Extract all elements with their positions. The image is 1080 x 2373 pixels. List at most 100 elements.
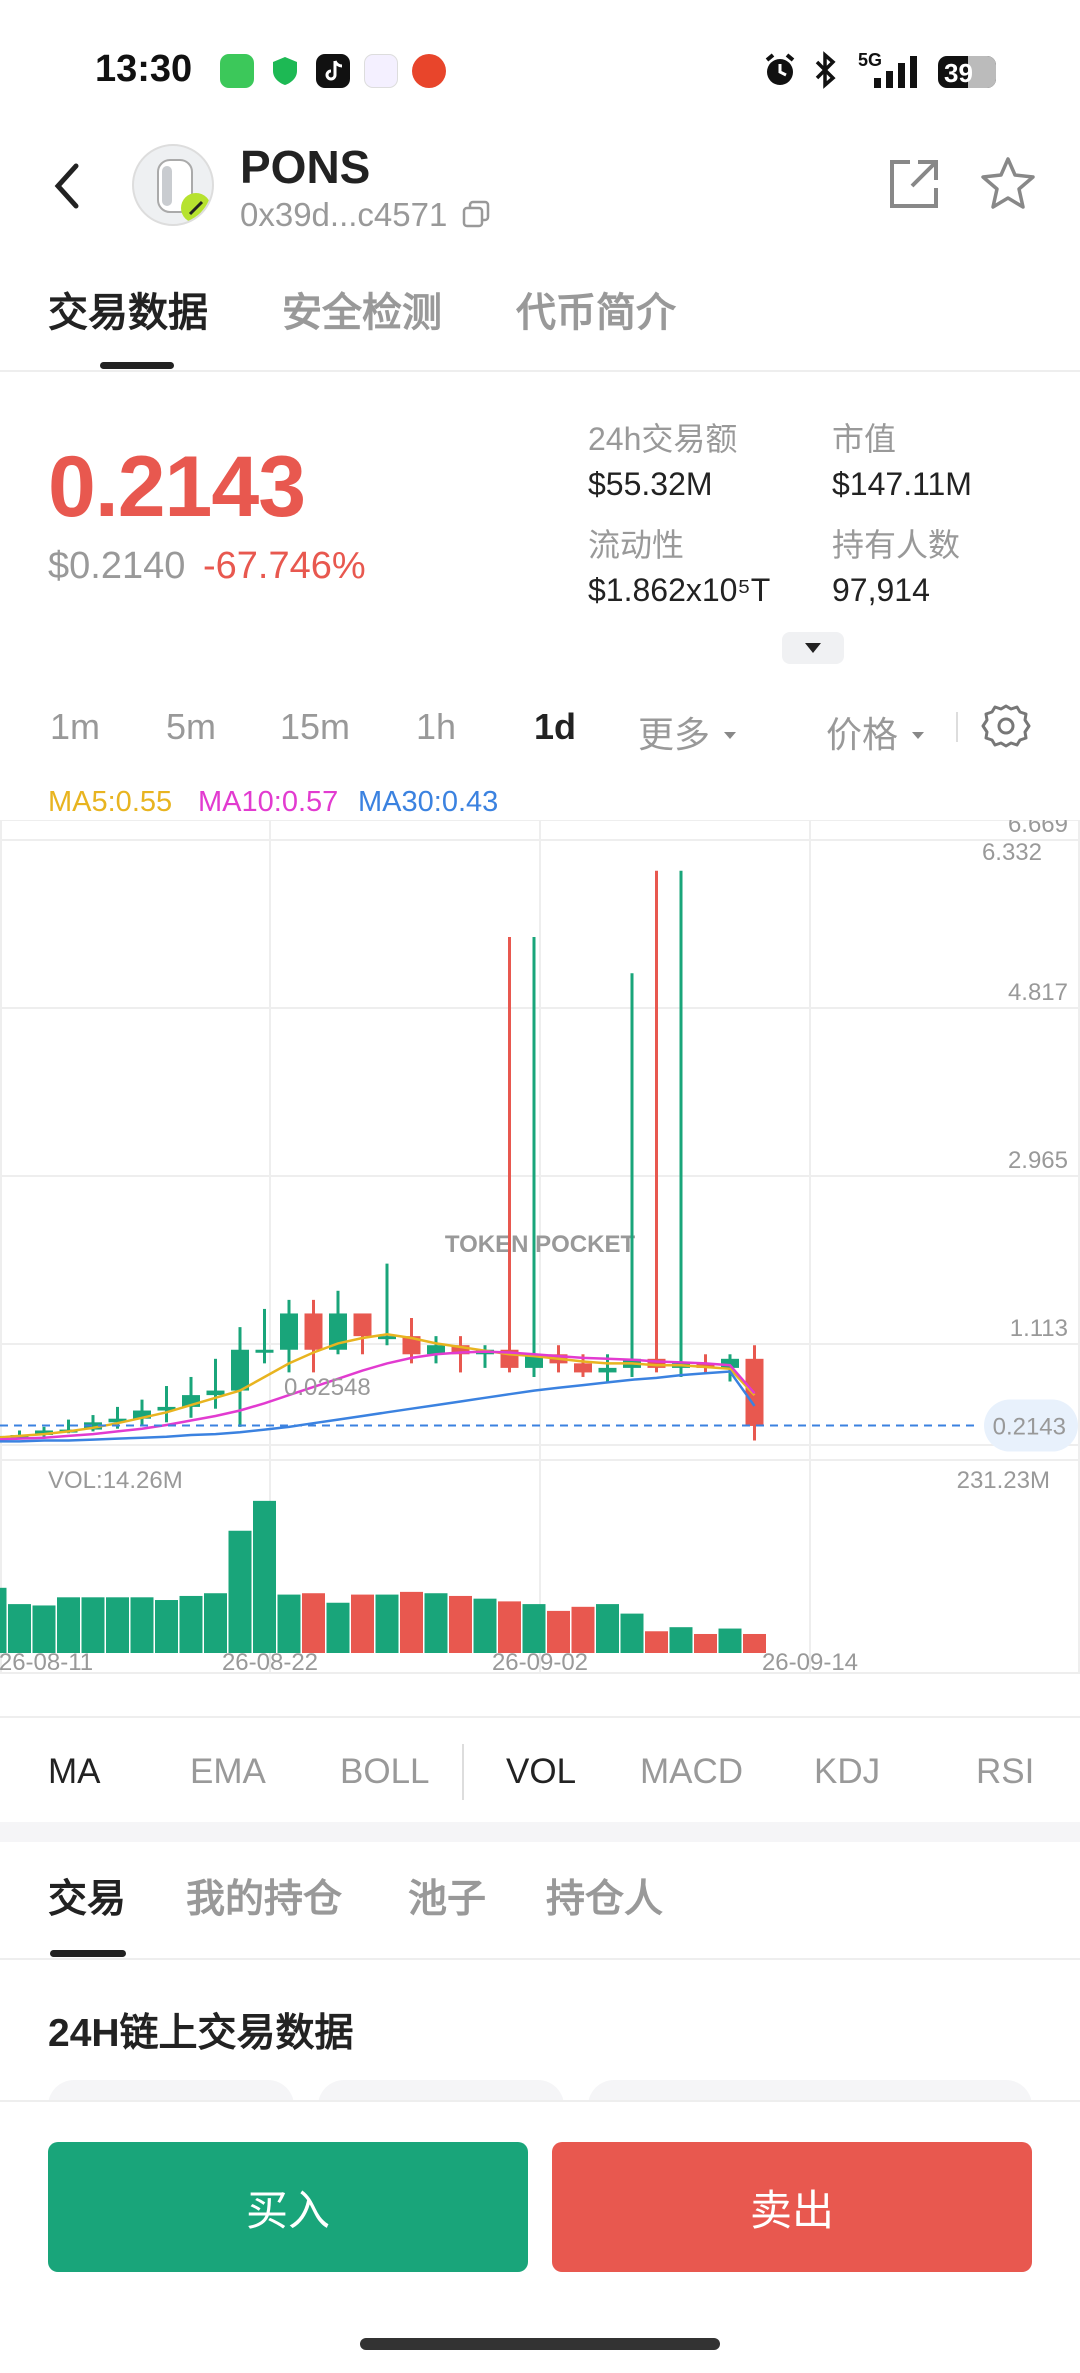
caret-down-icon bbox=[805, 643, 821, 653]
timeframe-1m[interactable]: 1m bbox=[50, 706, 101, 747]
indicator-boll[interactable]: BOLL bbox=[340, 1752, 430, 1791]
volume-bar bbox=[620, 1613, 644, 1653]
volume-bar bbox=[571, 1606, 595, 1653]
price-type-select[interactable]: 价格 bbox=[826, 706, 928, 758]
candle-body bbox=[378, 1336, 396, 1340]
timeframe-1d[interactable]: 1d bbox=[534, 706, 577, 747]
volume-bar bbox=[155, 1600, 178, 1653]
toolbar-separator bbox=[956, 712, 958, 742]
home-indicator[interactable] bbox=[360, 2338, 720, 2350]
volume-bar bbox=[81, 1597, 105, 1653]
timeframe-more[interactable]: 更多 bbox=[638, 706, 740, 758]
indicator-kdj[interactable]: KDJ bbox=[814, 1752, 881, 1791]
battery-level: 39 bbox=[944, 58, 973, 88]
tab-security-check[interactable]: 安全检测 bbox=[282, 291, 442, 335]
x-tick-label: 26-09-02 bbox=[492, 1649, 588, 1676]
volume-bar bbox=[424, 1593, 448, 1653]
bottom-tabs-divider bbox=[0, 1958, 1080, 1960]
indicator-separator bbox=[462, 1744, 464, 1800]
copy-icon[interactable] bbox=[461, 199, 491, 229]
tab-token-intro[interactable]: 代币简介 bbox=[516, 291, 676, 335]
candle-body bbox=[574, 1363, 592, 1373]
volume-bar bbox=[498, 1601, 521, 1653]
timeframe-1h[interactable]: 1h bbox=[416, 706, 457, 747]
ma30-legend: MA30:0.43 bbox=[358, 786, 499, 818]
star-favorite-icon[interactable] bbox=[978, 154, 1038, 214]
volume-bar bbox=[57, 1597, 80, 1653]
weibo-app-icon bbox=[412, 54, 446, 88]
indicator-ma[interactable]: MA bbox=[48, 1752, 101, 1791]
app-icon bbox=[364, 54, 398, 88]
tab-trades[interactable]: 交易 bbox=[48, 1878, 127, 1921]
candle-body bbox=[402, 1336, 421, 1355]
stat-label-volume: 24h交易额 bbox=[588, 421, 738, 457]
stat-value-market-cap: $147.11M bbox=[832, 466, 972, 502]
candle-body bbox=[721, 1358, 739, 1368]
messages-app-icon bbox=[220, 54, 254, 88]
candle-body bbox=[231, 1349, 249, 1391]
indicator-vol[interactable]: VOL bbox=[506, 1752, 577, 1791]
alarm-icon bbox=[765, 53, 795, 85]
volume-bar bbox=[645, 1631, 668, 1653]
volume-bar bbox=[253, 1500, 276, 1653]
volume-bar bbox=[179, 1595, 203, 1653]
expand-stats-button[interactable] bbox=[782, 632, 844, 664]
stat-value-holders: 97,914 bbox=[832, 572, 930, 608]
current-price: 0.2143 bbox=[48, 439, 306, 535]
active-tab-indicator bbox=[100, 362, 174, 369]
active-bottom-tab-indicator bbox=[50, 1950, 126, 1957]
volume-bar bbox=[32, 1605, 56, 1653]
candle-body bbox=[696, 1363, 715, 1368]
price-change: -67.746% bbox=[203, 545, 366, 587]
ma10-legend: MA10:0.57 bbox=[198, 786, 339, 818]
settings-gear-icon[interactable] bbox=[980, 700, 1032, 752]
timeframe-more-label: 更多 bbox=[638, 714, 711, 755]
timeframe-5m[interactable]: 5m bbox=[166, 706, 217, 747]
indicator-rsi[interactable]: RSI bbox=[976, 1752, 1035, 1791]
ma5-line bbox=[0, 1333, 756, 1444]
volume-bar bbox=[375, 1594, 399, 1653]
sell-button[interactable]: 卖出 bbox=[552, 2142, 1032, 2272]
contract-address[interactable]: 0x39d...c4571 bbox=[240, 196, 491, 234]
buy-button[interactable]: 买入 bbox=[48, 2142, 528, 2272]
volume-bar bbox=[302, 1593, 325, 1653]
watermark: TOKEN POCKET bbox=[445, 1231, 636, 1258]
caret-down-icon bbox=[724, 732, 737, 739]
candle-body bbox=[647, 1358, 666, 1368]
shield-app-icon bbox=[268, 54, 302, 88]
candle-body bbox=[133, 1410, 151, 1419]
stat-value-liquidity: $1.862x10⁵T bbox=[588, 572, 771, 608]
indicator-macd[interactable]: MACD bbox=[640, 1752, 744, 1791]
share-icon[interactable] bbox=[884, 154, 944, 214]
token-avatar bbox=[132, 144, 214, 226]
x-tick-label: 26-09-14 bbox=[762, 1649, 858, 1676]
price-type-label: 价格 bbox=[826, 714, 899, 755]
volume-max-label: 231.23M bbox=[957, 1467, 1050, 1494]
candle-body bbox=[157, 1406, 176, 1411]
current-price-badge bbox=[984, 1399, 1078, 1452]
tab-my-holdings[interactable]: 我的持仓 bbox=[186, 1878, 343, 1921]
indicator-ema[interactable]: EMA bbox=[190, 1752, 266, 1791]
candle-body bbox=[280, 1313, 298, 1350]
volume-bar bbox=[669, 1627, 693, 1653]
network-type: 5G bbox=[858, 50, 883, 70]
tab-holders[interactable]: 持仓人 bbox=[546, 1878, 664, 1921]
candle-body bbox=[206, 1390, 225, 1396]
section-title: 24H链上交易数据 bbox=[48, 2012, 354, 2055]
timeframe-15m[interactable]: 15m bbox=[280, 706, 351, 747]
tiktok-app-icon bbox=[316, 54, 350, 88]
back-arrow-icon[interactable] bbox=[48, 158, 88, 214]
max-price-label: 6.332 bbox=[982, 839, 1042, 866]
tab-trade-data[interactable]: 交易数据 bbox=[48, 291, 208, 335]
bluetooth-icon bbox=[815, 51, 836, 89]
token-title: PONS bbox=[240, 141, 371, 193]
tab-pools[interactable]: 池子 bbox=[408, 1878, 487, 1921]
contract-address-text: 0x39d...c4571 bbox=[240, 196, 448, 233]
volume-bar bbox=[547, 1610, 570, 1653]
x-tick-label: 26-08-22 bbox=[222, 1649, 318, 1676]
candle-body bbox=[329, 1313, 347, 1350]
candle-body bbox=[255, 1349, 274, 1353]
volume-bar bbox=[351, 1594, 374, 1653]
volume-bar bbox=[743, 1633, 766, 1653]
